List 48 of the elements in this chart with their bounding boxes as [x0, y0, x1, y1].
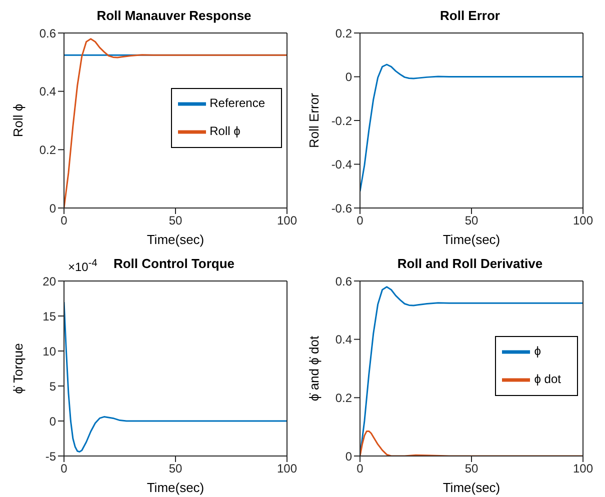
y-tick-label: -0.4 [331, 158, 352, 172]
x-tick-label: 100 [572, 462, 594, 476]
y-tick-label: 10 [42, 344, 56, 358]
y-tick-label: 0 [49, 201, 56, 216]
text: ×10$^{-4}$ [68, 258, 98, 274]
y-tick-label: -5 [45, 449, 56, 464]
y-tick-label: 0.6 [39, 26, 56, 40]
y-tick-label: 0.2 [335, 26, 352, 40]
chart-title: Roll and Roll Derivative [396, 256, 544, 273]
y-tick-label: 0.2 [39, 142, 56, 157]
y-tick-label: 20 [42, 274, 56, 288]
chart-title: Roll Error [439, 8, 501, 25]
y-tick-label: 0.2 [335, 390, 352, 405]
x-tick-label: 50 [464, 214, 478, 228]
x-tick-label: 0 [60, 462, 68, 476]
x-axis-title: Time(sec) [146, 232, 204, 247]
x-axis-title: Time(sec) [146, 480, 204, 495]
legend-label: Reference [210, 96, 265, 110]
legend-label: ϕ dot [534, 372, 561, 386]
x-tick-label: 0 [60, 214, 68, 228]
legend-label: Roll ϕ [210, 124, 240, 138]
x-tick-label: 100 [276, 462, 298, 476]
legend-label: ϕ [534, 344, 541, 358]
chart-title: Roll Control Torque [113, 256, 235, 271]
y-tick-label: 0.4 [39, 84, 56, 99]
x-tick-label: 0 [356, 462, 364, 476]
x-tick-label: 50 [464, 462, 478, 476]
y-tick-label: 0.6 [335, 274, 352, 288]
y-tick-label: -0.6 [331, 201, 352, 216]
y-tick-label: 0 [345, 70, 352, 84]
x-axis-title: Time(sec) [442, 480, 500, 495]
y-tick-label: 15 [42, 309, 56, 324]
chart-title: Roll Manauver Response [96, 8, 252, 25]
x-tick-label: 100 [276, 214, 298, 228]
y-tick-label: -0.2 [331, 114, 352, 128]
x-axis-title: Time(sec) [442, 232, 500, 247]
y-axis-title: Roll Error [306, 92, 322, 148]
x-tick-label: 50 [168, 462, 182, 476]
y-axis-title: ϕ̇ Torque [10, 343, 26, 394]
x-tick-label: 0 [356, 214, 364, 228]
y-tick-label: 0 [345, 449, 352, 464]
y-axis-title: ϕ̇ and ϕ̇ dot [306, 336, 322, 402]
x-tick-label: 50 [168, 214, 182, 228]
y-tick-label: 0 [49, 414, 56, 428]
x-tick-label: 100 [572, 214, 594, 228]
y-tick-label: 0.4 [335, 332, 352, 347]
y-axis-title: Roll ϕ [10, 104, 26, 138]
y-tick-label: 5 [49, 379, 56, 394]
